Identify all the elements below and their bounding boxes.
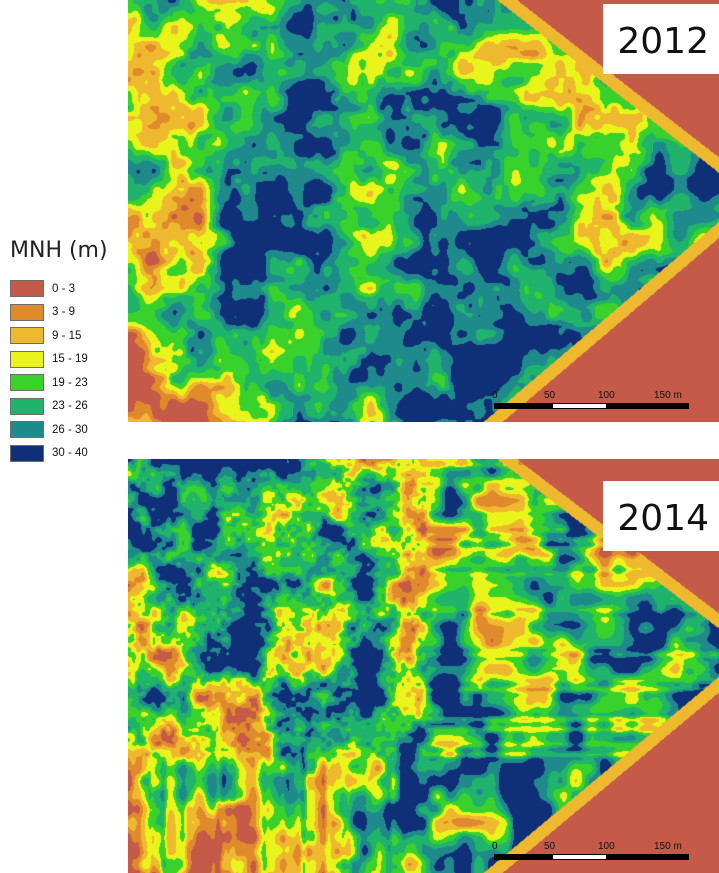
- legend-label: 26 - 30: [52, 423, 88, 436]
- scale-bar-segment: [552, 403, 607, 409]
- legend-title: MNH (m): [10, 238, 108, 263]
- map-panel-2014: 2014 0 50 100 150 m: [128, 459, 719, 873]
- legend-item: 23 - 26: [10, 395, 128, 419]
- scale-tick-label: 50: [544, 390, 556, 401]
- scale-bar-segment: [607, 854, 689, 860]
- map-panel-2012: 2012 0 50 100 150 m: [128, 0, 719, 422]
- scale-tick-label: 150 m: [654, 390, 682, 401]
- legend-item: 15 - 19: [10, 348, 128, 372]
- legend-label: 0 - 3: [52, 282, 76, 295]
- legend: MNH (m) 0 - 3 3 - 9 9 - 15 15 - 19 19 - …: [10, 238, 128, 465]
- scale-tick-label: 0: [492, 390, 498, 401]
- scale-bar-segment: [494, 854, 552, 860]
- legend-label: 19 - 23: [52, 376, 88, 389]
- scale-tick-label: 150 m: [654, 841, 682, 852]
- legend-item: 26 - 30: [10, 418, 128, 442]
- legend-swatch: [10, 350, 44, 368]
- legend-item: 30 - 40: [10, 442, 128, 466]
- legend-item: 19 - 23: [10, 371, 128, 395]
- legend-swatch: [10, 421, 44, 439]
- scale-bar: 0 50 100 150 m: [492, 841, 694, 863]
- legend-label: 15 - 19: [52, 353, 88, 366]
- year-label: 2014: [603, 481, 719, 551]
- scale-bar: 0 50 100 150 m: [492, 390, 694, 412]
- legend-swatch: [10, 444, 44, 462]
- year-label: 2012: [603, 4, 719, 74]
- legend-swatch: [10, 280, 44, 298]
- legend-item: 3 - 9: [10, 301, 128, 325]
- scale-tick-label: 50: [544, 841, 556, 852]
- scale-bar-segment: [494, 403, 552, 409]
- scale-bar-segment: [552, 854, 607, 860]
- scale-tick-label: 100: [598, 841, 615, 852]
- legend-label: 23 - 26: [52, 400, 88, 413]
- legend-label: 30 - 40: [52, 447, 88, 460]
- legend-swatch: [10, 374, 44, 392]
- legend-swatch: [10, 303, 44, 321]
- scale-tick-label: 0: [492, 841, 498, 852]
- legend-item: 9 - 15: [10, 324, 128, 348]
- legend-item: 0 - 3: [10, 277, 128, 301]
- scale-tick-label: 100: [598, 390, 615, 401]
- legend-swatch: [10, 327, 44, 345]
- legend-label: 3 - 9: [52, 306, 76, 319]
- scale-bar-segment: [607, 403, 689, 409]
- legend-label: 9 - 15: [52, 329, 82, 342]
- legend-swatch: [10, 397, 44, 415]
